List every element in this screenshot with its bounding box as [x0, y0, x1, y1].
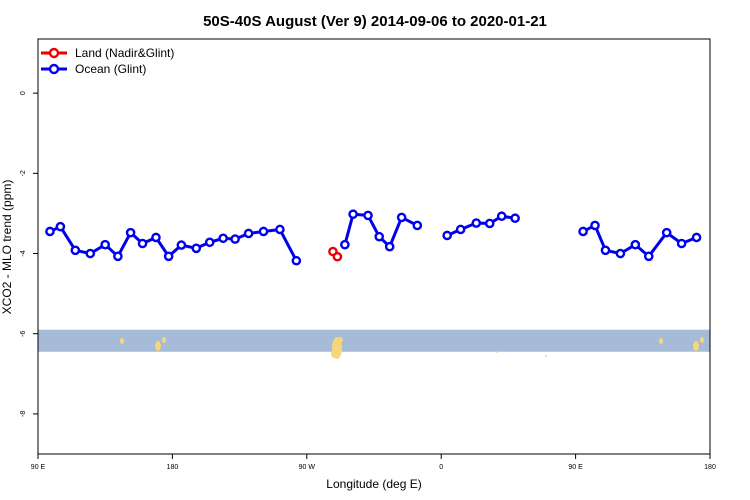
x-tick-label: 0 — [439, 464, 443, 471]
data-point — [643, 251, 654, 262]
map-land — [496, 351, 498, 353]
data-point — [496, 211, 507, 222]
x-tick-label: 180 — [704, 464, 716, 471]
x-axis: 90 E 180 90 W 0 90 E 180 — [31, 454, 716, 471]
data-point — [332, 251, 343, 262]
series-layer — [45, 209, 702, 266]
data-point — [412, 220, 423, 231]
data-point — [676, 238, 687, 249]
data-point — [396, 212, 407, 223]
data-point — [55, 221, 66, 232]
legend-item-land: Land (Nadir&Glint) — [41, 46, 174, 60]
data-point — [600, 245, 611, 256]
legend-land-marker — [48, 47, 60, 59]
x-tick-label: 90 W — [299, 464, 316, 471]
data-point — [661, 227, 672, 238]
data-point — [484, 218, 495, 229]
y-axis-label: XCO2 - MLO trend (ppm) — [0, 180, 14, 315]
x-tick-label: 90 E — [31, 464, 46, 471]
data-point — [243, 228, 254, 239]
series-line — [343, 212, 418, 249]
chart-title: 50S-40S August (Ver 9) 2014-09-06 to 202… — [203, 13, 547, 30]
data-point — [363, 210, 373, 221]
data-point — [218, 233, 228, 244]
data-point — [163, 251, 174, 262]
data-point — [578, 226, 588, 237]
data-point — [204, 237, 215, 248]
data-point — [258, 226, 269, 237]
data-point — [125, 227, 136, 238]
data-point — [275, 224, 285, 235]
y-tick-label: -2 — [20, 170, 27, 176]
legend: Land (Nadir&Glint) Ocean (Glint) — [41, 46, 174, 76]
data-point — [70, 245, 81, 256]
data-point — [151, 232, 161, 243]
map-land — [337, 337, 343, 343]
x-axis-label: Longitude (deg E) — [326, 477, 421, 491]
data-point — [85, 248, 96, 259]
data-point — [590, 220, 600, 231]
data-point — [455, 224, 466, 235]
map-land — [700, 337, 704, 343]
map-land — [545, 355, 547, 357]
y-tick-label: -8 — [20, 411, 27, 417]
y-axis: 0 -2 -4 -6 -8 — [20, 91, 38, 417]
x-tick-label: 180 — [167, 464, 179, 471]
data-point — [348, 209, 358, 220]
map-land — [162, 337, 166, 343]
data-point — [113, 251, 123, 262]
x-tick-label: 90 E — [568, 464, 583, 471]
data-point — [230, 234, 240, 244]
data-point — [176, 240, 187, 250]
data-point — [191, 243, 202, 254]
series-1 — [45, 209, 702, 266]
data-point — [691, 232, 702, 243]
map-land — [331, 350, 337, 358]
data-point — [384, 241, 395, 252]
data-point — [100, 239, 110, 250]
y-tick-label: 0 — [20, 91, 27, 95]
data-point — [45, 226, 55, 237]
plot-frame — [37, 38, 711, 455]
data-point — [471, 218, 482, 228]
map-land — [659, 338, 663, 344]
map-land — [155, 341, 161, 351]
y-tick-label: -6 — [20, 330, 27, 336]
map-ocean — [38, 329, 710, 352]
legend-ocean-label: Ocean (Glint) — [75, 62, 146, 76]
map-strip — [38, 329, 710, 359]
map-land — [693, 341, 699, 351]
map-land — [120, 338, 124, 344]
data-point — [630, 239, 641, 250]
data-point — [510, 213, 520, 224]
series-0 — [328, 246, 343, 262]
data-point — [374, 231, 385, 242]
y-tick-label: -4 — [20, 250, 27, 256]
legend-land-label: Land (Nadir&Glint) — [75, 46, 174, 60]
data-point — [442, 230, 452, 241]
legend-item-ocean: Ocean (Glint) — [41, 62, 146, 76]
data-point — [291, 255, 302, 266]
data-point — [137, 238, 148, 249]
legend-ocean-marker — [48, 63, 60, 75]
data-point — [615, 248, 626, 259]
data-point — [340, 239, 350, 250]
